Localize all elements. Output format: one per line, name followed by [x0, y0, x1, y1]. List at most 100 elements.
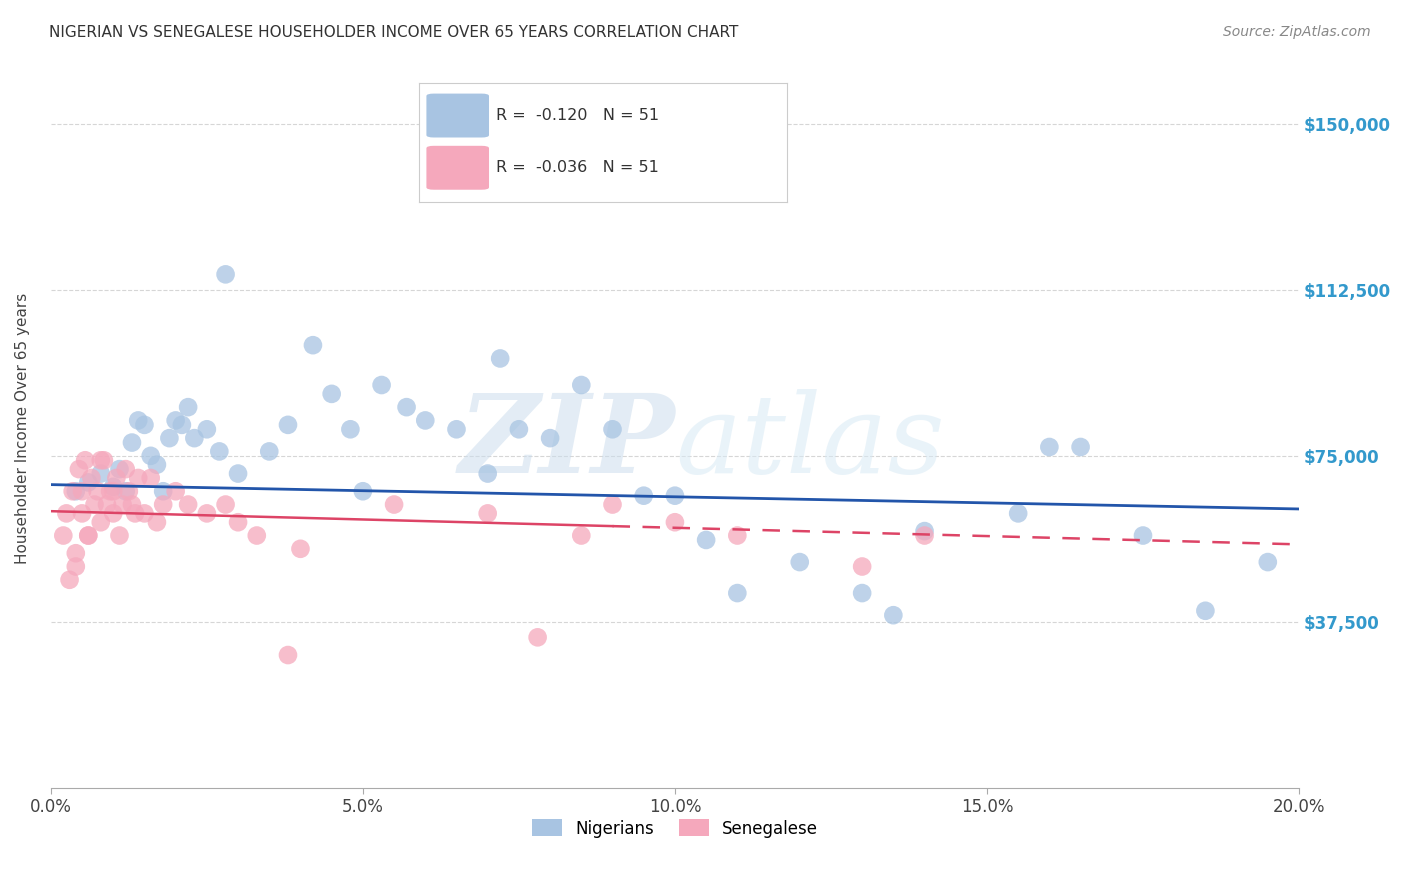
Point — [1257, 555, 1279, 569]
Point — [602, 498, 624, 512]
Point — [103, 484, 125, 499]
Point — [214, 268, 236, 282]
Point — [152, 484, 174, 499]
Point — [382, 498, 405, 512]
Point — [290, 541, 312, 556]
Point — [695, 533, 717, 547]
Point — [146, 458, 169, 472]
Point — [259, 444, 281, 458]
Point — [90, 453, 112, 467]
Point — [58, 573, 80, 587]
Point — [65, 559, 87, 574]
Point — [121, 435, 143, 450]
Point — [77, 528, 100, 542]
Point — [1038, 440, 1060, 454]
Point — [1070, 440, 1092, 454]
Point — [725, 528, 748, 542]
Point — [118, 484, 141, 499]
Point — [508, 422, 530, 436]
Point — [177, 400, 200, 414]
Point — [127, 471, 149, 485]
Text: Source: ZipAtlas.com: Source: ZipAtlas.com — [1223, 25, 1371, 39]
Point — [477, 507, 499, 521]
Point — [139, 449, 162, 463]
Point — [80, 471, 103, 485]
Point — [914, 528, 936, 542]
Point — [526, 631, 548, 645]
Point — [55, 507, 77, 521]
Point — [90, 515, 112, 529]
Point — [170, 417, 193, 432]
Point — [321, 387, 343, 401]
Point — [569, 528, 592, 542]
Point — [93, 453, 115, 467]
Point — [277, 417, 299, 432]
Point — [65, 484, 87, 499]
Point — [352, 484, 374, 499]
Point — [183, 431, 205, 445]
Point — [914, 524, 936, 538]
Point — [851, 586, 873, 600]
Legend: Nigerians, Senegalese: Nigerians, Senegalese — [524, 813, 825, 844]
Point — [83, 498, 105, 512]
Point — [725, 586, 748, 600]
Point — [108, 462, 131, 476]
Point — [70, 484, 93, 499]
Point — [152, 498, 174, 512]
Point — [851, 559, 873, 574]
Point — [77, 528, 100, 542]
Point — [1194, 604, 1216, 618]
Point — [633, 489, 655, 503]
Point — [67, 462, 90, 476]
Text: ZIP: ZIP — [458, 389, 675, 496]
Point — [65, 546, 87, 560]
Point — [52, 528, 75, 542]
Point — [195, 422, 218, 436]
Point — [124, 507, 146, 521]
Point — [121, 498, 143, 512]
Point — [538, 431, 561, 445]
Point — [395, 400, 418, 414]
Point — [664, 489, 686, 503]
Point — [413, 413, 436, 427]
Point — [602, 422, 624, 436]
Point — [1007, 507, 1029, 521]
Point — [177, 498, 200, 512]
Point — [62, 484, 84, 499]
Point — [882, 608, 904, 623]
Point — [489, 351, 512, 366]
Point — [86, 484, 108, 499]
Y-axis label: Householder Income Over 65 years: Householder Income Over 65 years — [15, 293, 30, 564]
Point — [302, 338, 325, 352]
Point — [1132, 528, 1154, 542]
Point — [103, 507, 125, 521]
Point — [277, 648, 299, 662]
Point — [96, 498, 118, 512]
Point — [146, 515, 169, 529]
Point — [77, 475, 100, 490]
Point — [165, 484, 187, 499]
Point — [114, 484, 136, 499]
Text: atlas: atlas — [675, 389, 945, 496]
Point — [226, 467, 249, 481]
Point — [165, 413, 187, 427]
Point — [105, 471, 128, 485]
Point — [127, 413, 149, 427]
Point — [75, 453, 97, 467]
Point — [569, 378, 592, 392]
Point — [370, 378, 392, 392]
Point — [157, 431, 180, 445]
Point — [477, 467, 499, 481]
Point — [214, 498, 236, 512]
Point — [226, 515, 249, 529]
Point — [70, 507, 93, 521]
Point — [90, 467, 112, 481]
Point — [134, 507, 156, 521]
Point — [789, 555, 811, 569]
Point — [134, 417, 156, 432]
Point — [139, 471, 162, 485]
Point — [195, 507, 218, 521]
Point — [103, 480, 125, 494]
Point — [446, 422, 468, 436]
Point — [111, 498, 134, 512]
